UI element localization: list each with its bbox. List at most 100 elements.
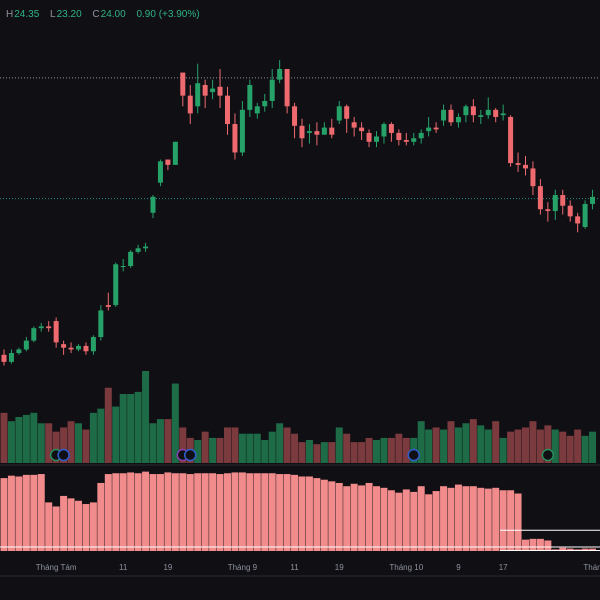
indicator-bar [402, 489, 410, 551]
volume-bar [581, 435, 589, 463]
volume-bar [477, 425, 485, 463]
indicator-bar [313, 478, 321, 551]
volume-bar [320, 442, 328, 463]
ohlc-header: H24.35 L23.20 C24.00 0.90 (+3.90%) [6, 9, 204, 20]
volume-bar [440, 429, 448, 463]
candle-body [284, 69, 290, 107]
volume-bar [246, 433, 254, 463]
indicator-bar [492, 487, 500, 551]
candle-body [455, 116, 461, 123]
volume-bar [469, 419, 477, 463]
x-tick-label: 9 [456, 563, 461, 572]
volume-bar [89, 412, 97, 463]
volume-bar [224, 427, 231, 463]
event-marker-icon [184, 448, 197, 462]
indicator-bar [589, 548, 597, 551]
indicator-bar [536, 538, 544, 551]
indicator-bar [522, 539, 529, 551]
indicator-bar [224, 473, 231, 551]
volume-bar [305, 440, 313, 463]
candle-body [344, 106, 350, 119]
volume-bar [335, 427, 343, 463]
indicator-bar [45, 502, 53, 551]
volume-bar [514, 429, 522, 463]
volume-bar [216, 437, 224, 463]
candle-body [560, 195, 566, 206]
indicator-bar [373, 486, 380, 551]
candle-body [418, 132, 424, 139]
candle-body [336, 106, 342, 121]
candle-body [523, 164, 528, 169]
volume-bar [52, 431, 60, 463]
indicator-bar [149, 474, 157, 551]
indicator-bar [477, 487, 485, 551]
candle-body [388, 124, 394, 133]
indicator-bar [499, 490, 507, 551]
candle-body [366, 132, 372, 142]
candle-body [530, 168, 536, 187]
candle-body [180, 72, 186, 96]
volume-bar [425, 429, 433, 463]
candle-body [210, 88, 216, 93]
indicator-bar [507, 490, 515, 551]
volume-bar [432, 427, 440, 463]
indicator-bar [417, 486, 425, 551]
volume-bar [37, 423, 45, 463]
x-tick-label: Tháng 9 [228, 563, 258, 572]
volume-bar [395, 433, 403, 463]
ohlc-low: L23.20 [50, 9, 82, 20]
indicator-bar [134, 473, 142, 551]
indicator-bar [291, 474, 299, 551]
candle-body [374, 136, 379, 142]
indicator-bar [380, 487, 388, 551]
indicator-bar [335, 482, 343, 551]
candle-body [448, 109, 454, 123]
candle-body [120, 266, 126, 268]
volume-bar [402, 437, 410, 463]
volume-bar [574, 429, 582, 463]
volume-bar [499, 437, 507, 463]
indicator-bar [358, 485, 366, 551]
indicator-bar [581, 548, 589, 551]
candle-body [157, 161, 163, 183]
volume-bar [238, 433, 246, 463]
candle-body [515, 163, 521, 165]
volume-bar [358, 442, 366, 463]
indicator-bar [253, 473, 261, 551]
candle-body [105, 305, 111, 307]
candle-body [500, 113, 506, 116]
ohlc-change: 0.90 (+3.90%) [136, 9, 200, 20]
volume-bar [149, 423, 157, 463]
volume-bar [313, 444, 321, 463]
volume-bar [268, 431, 276, 463]
indicator-bar [484, 488, 492, 551]
indicator-bar [246, 473, 254, 551]
volume-bar [373, 440, 380, 463]
candle-body [232, 124, 238, 153]
volume-bar [179, 427, 187, 463]
indicator-bar [387, 490, 395, 551]
indicator-bar [97, 482, 105, 551]
volume-bar [544, 425, 552, 463]
candle-body [217, 86, 223, 96]
ohlc-high: H24.35 [6, 9, 40, 20]
volume-bar [283, 427, 291, 463]
candle-body [582, 203, 588, 227]
indicator-bar [268, 473, 276, 551]
indicator-bar [529, 538, 537, 551]
indicator-bar [156, 474, 164, 551]
indicator-bar [37, 474, 45, 551]
indicator-bar [559, 547, 567, 551]
volume-bar [529, 421, 537, 463]
volume-bar [492, 421, 500, 463]
indicator-bar [52, 506, 60, 551]
candle-body [321, 127, 327, 135]
volume-bar [298, 442, 306, 463]
candle-body [314, 131, 320, 135]
candle-body [68, 347, 74, 350]
candle-body [53, 321, 59, 343]
volume-bar [201, 431, 209, 463]
indicator-bar [305, 476, 313, 551]
indicator-bar [514, 493, 522, 551]
